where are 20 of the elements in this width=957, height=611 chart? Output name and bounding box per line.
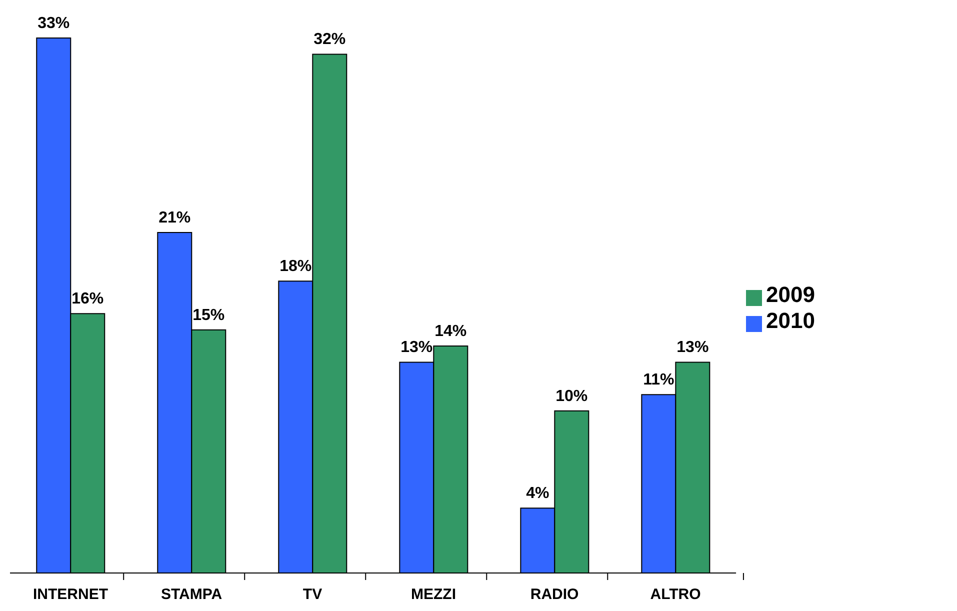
data-label: 4%	[526, 485, 550, 502]
x-tick-label: MEZZI	[411, 586, 456, 603]
x-tick-label: INTERNET	[33, 586, 108, 603]
x-tick-label: RADIO	[530, 586, 580, 603]
data-label: 16%	[72, 290, 104, 308]
legend-label: 2010	[766, 308, 815, 333]
data-label: 33%	[38, 15, 70, 32]
data-label: 32%	[314, 31, 346, 48]
data-label: 10%	[556, 388, 588, 405]
data-label: 21%	[158, 210, 191, 227]
data-label: 13%	[400, 339, 433, 356]
data-label: 13%	[676, 339, 709, 356]
data-label: 18%	[280, 258, 312, 276]
x-tick-label: TV	[302, 586, 322, 603]
x-tick-label: ALTRO	[650, 586, 702, 603]
legend-label: 2009	[766, 282, 815, 307]
data-label: 11%	[643, 372, 674, 389]
data-label: 15%	[192, 306, 225, 324]
data-label: 14%	[434, 323, 467, 340]
x-tick-label: STAMPA	[160, 586, 222, 603]
